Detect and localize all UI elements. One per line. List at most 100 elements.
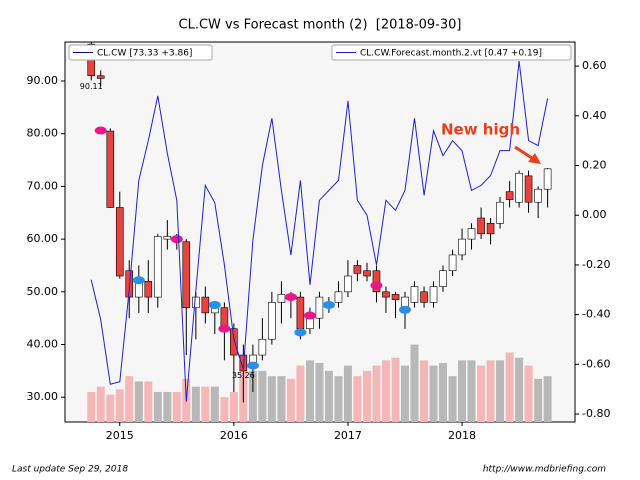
chart-title: CL.CW vs Forecast month (2) [2018-09-30]: [179, 18, 462, 33]
volume-bar: [505, 352, 514, 422]
signal-marker: [284, 293, 297, 302]
y-tick-label: 90.00: [27, 74, 59, 87]
volume-bar: [458, 360, 467, 422]
volume-bar: [496, 360, 505, 422]
volume-bar: [172, 391, 181, 422]
volume-bar: [163, 391, 172, 422]
volume-bar: [258, 370, 267, 422]
footer-left: Last update Sep 29, 2018: [12, 465, 128, 475]
candle-body: [344, 275, 352, 293]
volume-bar: [524, 365, 533, 422]
volume-bar: [391, 357, 400, 422]
volume-bar: [486, 360, 495, 422]
y-tick-label: 70.00: [27, 179, 59, 192]
volume-bar: [153, 391, 162, 422]
y2-tick-label: 0.00: [582, 208, 607, 221]
candle-body: [115, 207, 124, 277]
candle-body: [153, 236, 162, 298]
volume-bar: [144, 381, 153, 422]
candle-body: [268, 302, 276, 340]
legend-label: CL.CW.Forecast.month.2.vt [0.47 +0.19]: [360, 49, 542, 59]
x-tick-label: 2017: [334, 429, 362, 442]
y2-tick-label: -0.60: [582, 357, 610, 370]
signal-marker: [208, 300, 221, 309]
y2-tick-label: 0.20: [582, 159, 607, 172]
signal-marker: [303, 311, 316, 320]
volume-bar: [438, 362, 447, 422]
candle-body: [467, 228, 476, 240]
candle-body: [201, 296, 210, 314]
volume-bar: [429, 365, 438, 422]
candle-body: [144, 280, 153, 298]
signal-marker: [322, 300, 335, 309]
volume-bar: [410, 344, 419, 422]
y2-tick-label: -0.20: [582, 258, 610, 271]
candle-body: [391, 294, 400, 301]
volume-bar: [305, 360, 314, 422]
candle-body: [486, 223, 495, 235]
volume-bar: [315, 362, 324, 422]
data-label: 35.26: [232, 371, 255, 380]
volume-bar: [467, 360, 476, 422]
candle-body: [363, 270, 371, 277]
y2-tick-label: -0.40: [582, 308, 610, 321]
candle-body: [515, 172, 523, 203]
candle-body: [429, 286, 438, 303]
volume-bar: [296, 365, 305, 422]
volume-bar: [363, 370, 372, 422]
y-tick-label: 60.00: [27, 232, 59, 245]
candle-body: [182, 241, 191, 308]
signal-marker: [370, 281, 383, 290]
volume-bar: [372, 365, 381, 422]
volume-bar: [324, 370, 333, 422]
volume-bar: [125, 376, 134, 422]
candle-body: [306, 317, 314, 330]
y-tick-label: 80.00: [27, 127, 59, 140]
candle-body: [334, 291, 343, 303]
candle-body: [296, 296, 305, 330]
candle-body: [505, 191, 514, 200]
x-tick-label: 2016: [220, 429, 248, 442]
y2-tick-label: 0.40: [582, 109, 607, 122]
candle-body: [372, 270, 381, 293]
candle-body: [524, 175, 533, 203]
volume-bar: [334, 376, 343, 422]
volume-bar: [277, 376, 286, 422]
volume-bar: [210, 386, 219, 422]
forecast-line: [90, 61, 549, 402]
signal-marker: [218, 324, 231, 333]
volume-bar: [229, 391, 238, 422]
candle-body: [163, 236, 172, 240]
data-label: 90.11: [80, 82, 103, 91]
volume-bar: [267, 376, 276, 422]
candle-body: [353, 265, 362, 274]
callout-arrowhead: [528, 153, 541, 164]
candle-body: [382, 291, 390, 298]
candle-body: [410, 286, 419, 303]
volume-bar: [248, 370, 257, 422]
candle-body: [192, 296, 200, 308]
y2-tick-label: 0.60: [582, 59, 607, 72]
volume-bar: [420, 360, 429, 422]
candle-body: [458, 238, 466, 256]
footer-right: http://www.mdbriefing.com: [483, 465, 606, 475]
volume-bar: [286, 378, 295, 422]
x-tick-label: 2015: [106, 429, 134, 442]
signal-marker: [399, 305, 411, 314]
volume-bar: [353, 376, 362, 422]
volume-bar: [96, 386, 105, 422]
volume-bar: [134, 381, 143, 422]
volume-bar: [115, 389, 124, 422]
legend-box: [331, 44, 572, 61]
volume-bar: [201, 386, 210, 422]
volume-bar: [220, 397, 229, 422]
y2-tick-label: -0.80: [582, 407, 610, 420]
candle-body: [96, 75, 105, 79]
signal-marker: [94, 126, 107, 135]
plot-layer: 90.11 35.26: [80, 41, 552, 422]
candle-body: [477, 217, 485, 235]
candle-body: [230, 328, 238, 356]
volume-bar: [191, 386, 200, 422]
candle-body: [315, 296, 324, 319]
